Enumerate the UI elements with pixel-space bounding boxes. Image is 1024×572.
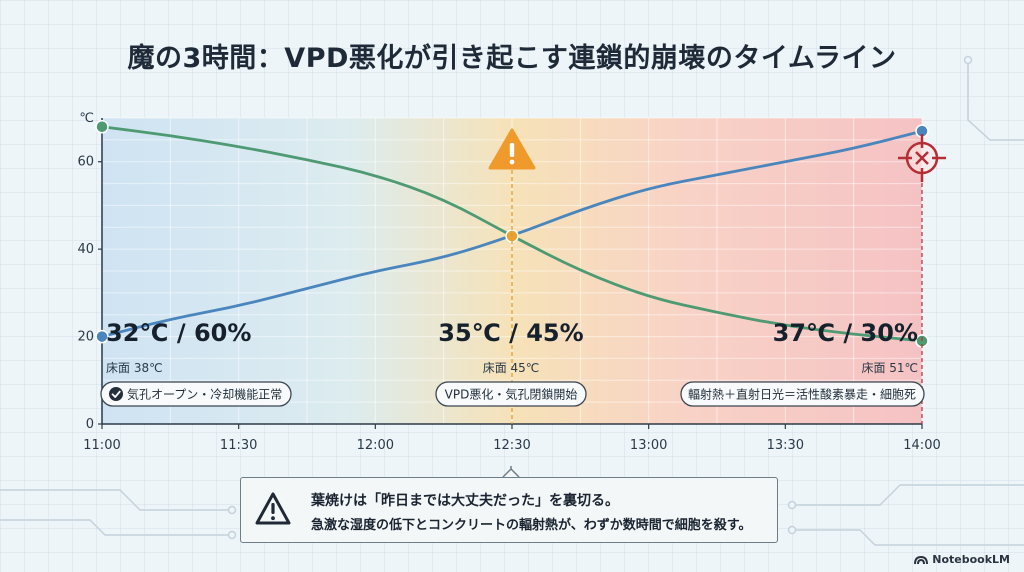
circuit-node [787,500,797,510]
page-title: 魔の3時間：VPD悪化が引き起こす連鎖的崩壊のタイムライン [127,43,897,74]
status-pill [435,381,587,407]
brand: NotebookLM [914,553,1010,566]
crosshair-x-icon [898,134,946,182]
status-pill [100,381,292,407]
annotation-value-label: 32℃ / 60% [106,319,251,347]
circuit-decoration [0,55,1024,546]
x-tick-label: 13:00 [630,438,667,453]
circuit-trace [792,484,1024,506]
crosshair-x-stroke [915,151,929,165]
annotation-floor-temp: 床面 51℃ [861,361,918,375]
status-pill-text: VPD悪化・気孔閉鎖開始 [445,387,578,402]
circuit-trace [0,489,232,511]
circuit-node [227,505,237,515]
x-tick-label: 14:00 [903,438,940,453]
circuit-trace [792,529,1024,546]
x-tick-label: 12:00 [357,438,394,453]
y-tick-label: 0 [86,417,94,432]
annotation-floor-temp: 床面 45℃ [483,361,540,375]
status-pill [680,381,925,407]
callout-pointer [502,467,520,478]
callout-line-2: 急激な湿度の低下とコンクリートの輻射熱が、わずか数時間で細胞を殺す。 [311,518,752,533]
annotations: 32℃ / 60% 床面 38℃ 気孔オープン・冷却機能正常 35℃ / 45% 床面 … [0,55,1024,546]
warning-callout: 葉焼けは「昨日までは大丈夫だった」を裏切る。 急激な湿度の低下とコンクリートの輻… [240,477,778,543]
callout-line-1: 葉焼けは「昨日までは大丈夫だった」を裏切る。 [311,493,619,509]
circuit-node [963,55,973,65]
annotation-value-label: 35℃ / 45% [438,319,583,347]
x-tick-label: 12:30 [493,438,530,453]
status-pill-text: 気孔オープン・冷却機能正常 [127,387,282,402]
warning-exclamation-dot [509,159,515,165]
check-circle-bg [109,387,123,401]
series-1-endpoint [95,329,109,344]
brand-label: NotebookLM [932,553,1010,566]
series-line-2 [100,125,924,343]
check-mark [111,390,121,398]
circuit-node [227,530,237,540]
circuit-trace [0,519,232,536]
series-line-1 [100,129,924,338]
warning-exclamation-bar [509,143,515,157]
check-circle-icon [109,387,123,401]
annotation-floor-temp: 床面 38℃ [106,361,163,375]
circuit-trace [967,60,1024,141]
y-tick-label: 40 [77,242,94,257]
circuit-node [787,525,797,535]
x-tick-label: 13:30 [767,438,804,453]
notebooklm-logo-icon [914,555,929,564]
warning-triangle-icon [255,492,291,525]
y-axis-unit-label: ℃ [79,111,94,126]
y-tick-label: 60 [77,155,94,170]
x-tick-label: 11:30 [220,438,257,453]
x-tick-label: 11:00 [83,438,120,453]
axes: ℃ 0 20 40 60 11:00 11:30 12:00 12:30 13:00 13:30 14… [77,111,940,453]
annotation-value-label: 37℃ / 30% [773,319,918,347]
warning-triangle-icon [488,128,536,170]
status-pill-text: 輻射熱＋直射日光＝活性酸素暴走・細胞死 [688,387,916,402]
series-2-endpoint [95,119,109,134]
y-tick-label: 20 [77,330,94,345]
